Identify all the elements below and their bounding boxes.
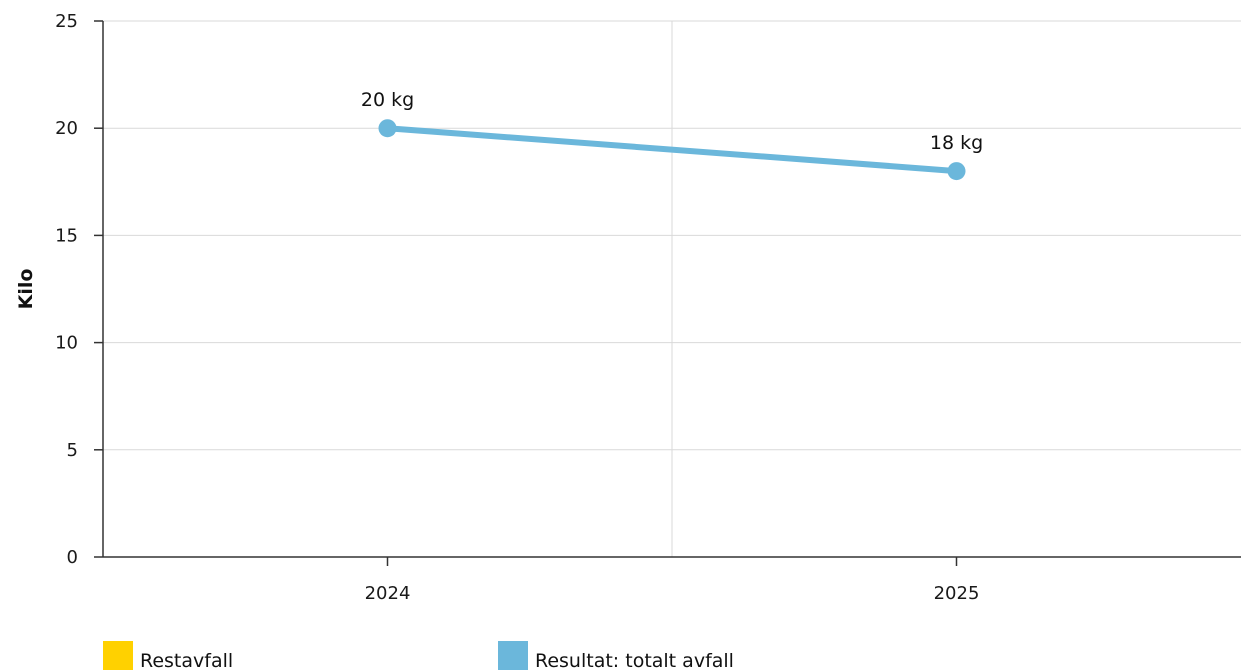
y-tick-label: 15: [55, 225, 78, 246]
y-tick-label: 20: [55, 118, 78, 139]
series-line: [384, 125, 960, 175]
series: 20 kg 18 kg: [361, 89, 983, 181]
y-tick-label: 10: [55, 333, 78, 354]
legend-swatch: [498, 641, 528, 670]
x-tick-label: 2025: [934, 583, 980, 604]
y-tick-label: 0: [67, 547, 78, 568]
legend: Restavfall Resultat: totalt avfall: [103, 641, 734, 670]
y-axis-ticks: 0 5 10 15 20 25: [55, 11, 103, 568]
axes: [102, 21, 1241, 558]
legend-swatch: [103, 641, 133, 670]
x-axis-ticks: 2024 2025: [365, 557, 980, 604]
data-point: [947, 162, 966, 181]
legend-label: Restavfall: [140, 650, 233, 670]
x-tick-label: 2024: [365, 583, 411, 604]
data-label: 18 kg: [930, 132, 983, 154]
grid-lines: [103, 20, 1241, 557]
y-tick-label: 5: [67, 440, 78, 461]
data-label: 20 kg: [361, 89, 414, 111]
data-point: [378, 119, 397, 138]
y-tick-label: 25: [55, 11, 78, 32]
y-axis-title: Kilo: [15, 269, 37, 310]
legend-label: Resultat: totalt avfall: [535, 650, 734, 670]
